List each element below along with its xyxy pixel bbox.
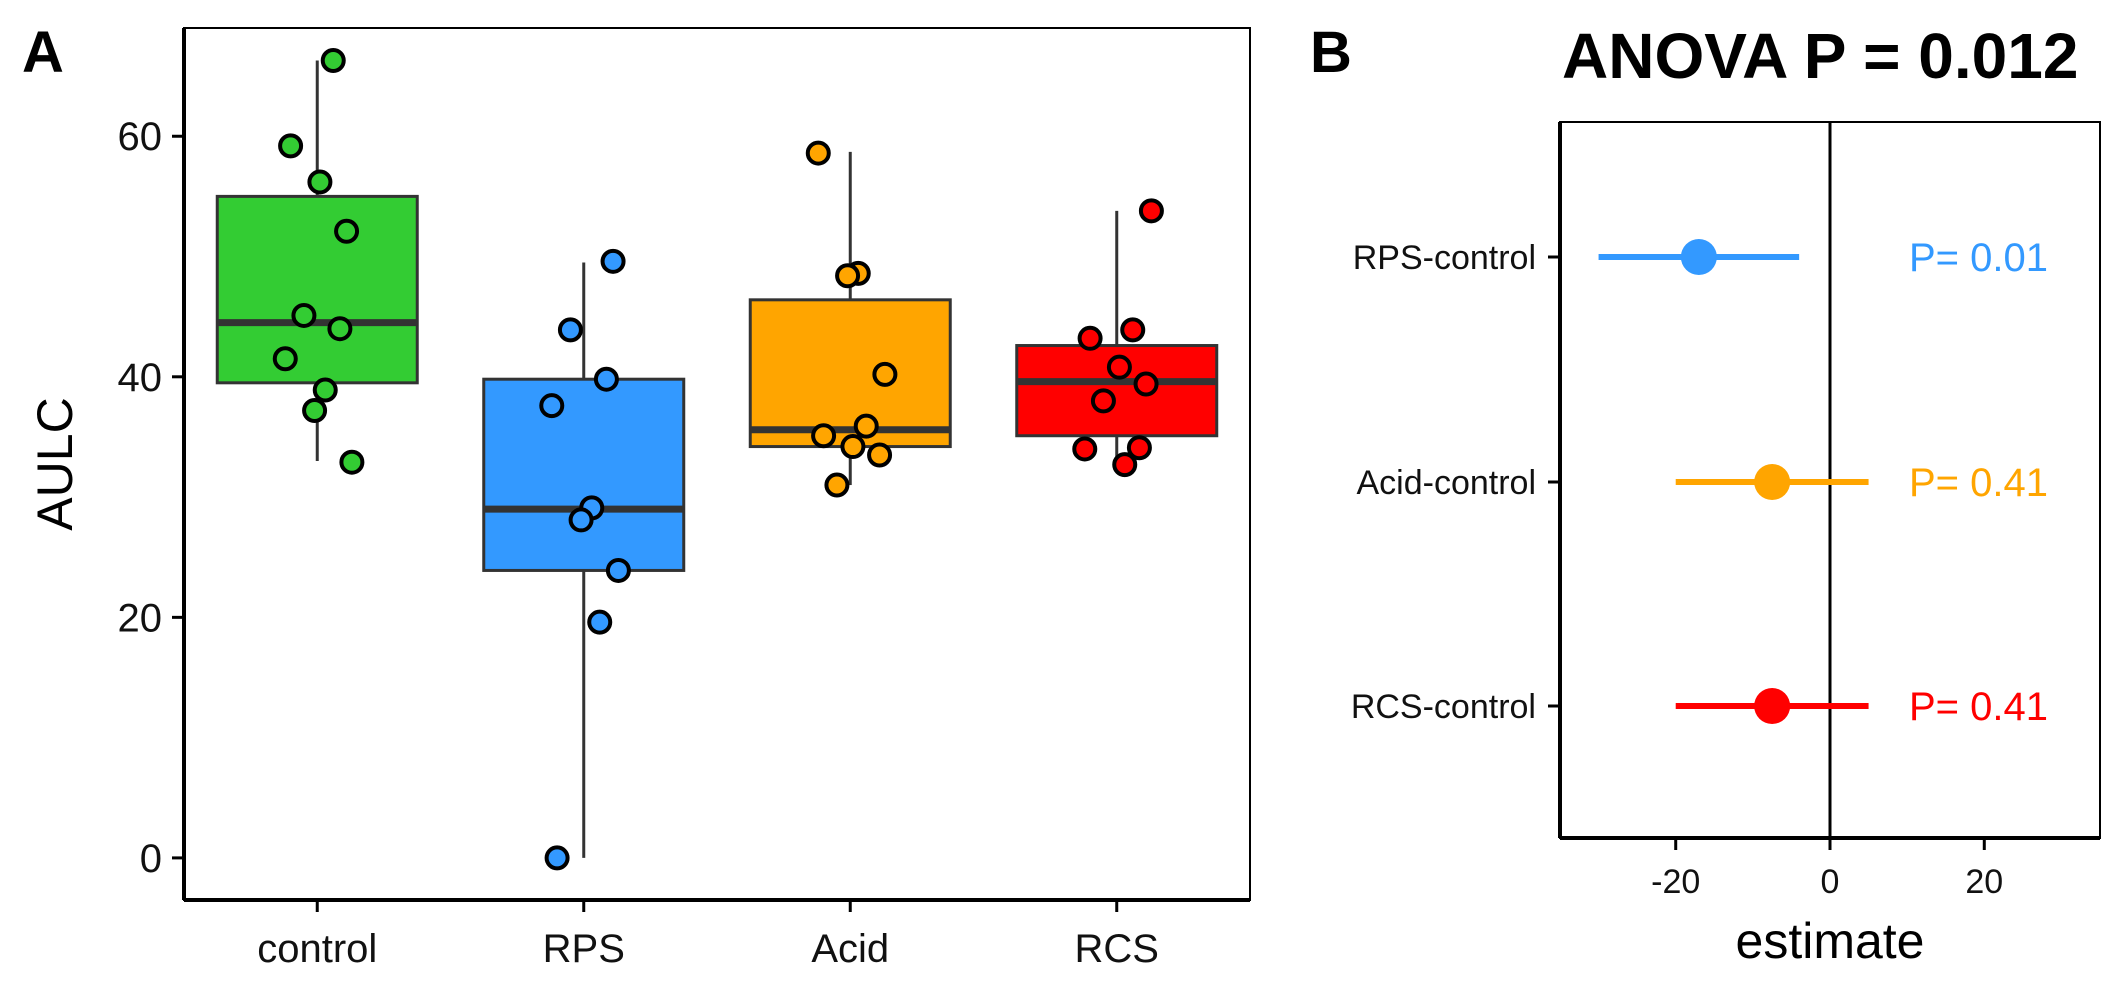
data-point-control bbox=[312, 377, 338, 403]
panel-a-label: A bbox=[22, 20, 64, 85]
y-tick-label: 40 bbox=[118, 356, 163, 400]
data-point-acid bbox=[835, 263, 861, 289]
data-point-acid bbox=[872, 361, 898, 387]
y-axis-title: AULC bbox=[27, 397, 83, 530]
data-point-rps bbox=[587, 609, 613, 635]
data-point-control bbox=[272, 346, 298, 372]
data-point-rps bbox=[600, 248, 626, 274]
y-tick-label: 0 bbox=[140, 837, 162, 881]
chart-title-b: ANOVA P = 0.012 bbox=[1562, 20, 2078, 92]
data-point-rcs bbox=[1077, 325, 1103, 351]
x-axis-title-b: estimate bbox=[1736, 913, 1925, 969]
data-point-rcs bbox=[1138, 198, 1164, 224]
data-point-rps bbox=[593, 366, 619, 392]
box-acid bbox=[748, 298, 952, 449]
estimate-point-acid-control bbox=[1754, 464, 1791, 500]
panel-b-label: B bbox=[1310, 20, 1352, 85]
x-ticks-b: -20 0 20 bbox=[1651, 838, 2003, 901]
y-tick-label: 60 bbox=[118, 115, 163, 159]
p-value-rps-control: P= 0.01 bbox=[1909, 236, 2048, 280]
row-label-rps-control: RPS-control bbox=[1353, 239, 1536, 277]
x-tick-label: 0 bbox=[1821, 863, 1840, 901]
box-rps bbox=[482, 377, 686, 572]
data-point-rps bbox=[557, 317, 583, 343]
row-label-acid-control: Acid-control bbox=[1356, 464, 1536, 502]
data-point-control bbox=[320, 47, 346, 73]
data-point-control bbox=[278, 133, 304, 159]
data-point-acid bbox=[824, 472, 850, 498]
data-point-acid bbox=[853, 413, 879, 439]
data-point-rcs bbox=[1126, 435, 1152, 461]
x-ticks-a: control RPS Acid RCS bbox=[257, 900, 1159, 971]
x-tick-label-acid: Acid bbox=[811, 927, 889, 971]
data-point-rps bbox=[568, 507, 594, 533]
data-point-control bbox=[307, 169, 333, 195]
estimate-point-rcs-control bbox=[1754, 688, 1791, 724]
forest-rows: RPS-control P= 0.01 Acid-control P= 0.41 RCS… bbox=[1351, 236, 2048, 729]
data-point-control bbox=[334, 218, 360, 244]
y-tick-label: 20 bbox=[118, 596, 163, 640]
x-tick-label-rps: RPS bbox=[543, 927, 625, 971]
box-control bbox=[215, 194, 419, 385]
x-tick-label: 20 bbox=[1965, 863, 2003, 901]
data-point-rcs bbox=[1133, 371, 1159, 397]
data-point-control bbox=[302, 397, 328, 423]
x-tick-label-rcs: RCS bbox=[1075, 927, 1159, 971]
data-point-control bbox=[291, 302, 317, 328]
p-value-acid-control: P= 0.41 bbox=[1909, 461, 2048, 505]
data-point-rcs bbox=[1106, 354, 1132, 380]
data-point-rps bbox=[539, 393, 565, 419]
p-value-rcs-control: P= 0.41 bbox=[1909, 685, 2048, 729]
data-point-rcs bbox=[1120, 317, 1146, 343]
data-point-control bbox=[327, 316, 353, 342]
data-point-rps bbox=[544, 845, 570, 871]
data-point-rcs bbox=[1072, 436, 1098, 462]
y-ticks-a: 0 20 40 60 bbox=[118, 115, 184, 881]
data-point-acid bbox=[867, 442, 893, 468]
data-point-rps bbox=[605, 557, 631, 583]
boxplot-panel: AULC 0 20 40 60 control RPS Acid RCS bbox=[27, 27, 1251, 971]
x-tick-label: -20 bbox=[1651, 863, 1700, 901]
estimate-point-rps-control bbox=[1680, 239, 1717, 275]
jitter-points bbox=[272, 47, 1164, 871]
forest-panel: ANOVA P = 0.012 estimate -20 0 20 RPS-cont… bbox=[1351, 20, 2101, 969]
boxes bbox=[215, 60, 1219, 858]
row-label-rcs-control: RCS-control bbox=[1351, 688, 1536, 726]
data-point-control bbox=[339, 449, 365, 475]
data-point-rcs bbox=[1090, 388, 1116, 414]
x-tick-label-control: control bbox=[257, 927, 377, 971]
data-point-acid bbox=[805, 140, 831, 166]
data-point-acid bbox=[840, 434, 866, 460]
data-point-acid bbox=[811, 423, 837, 449]
data-point-rcs bbox=[1112, 452, 1138, 478]
